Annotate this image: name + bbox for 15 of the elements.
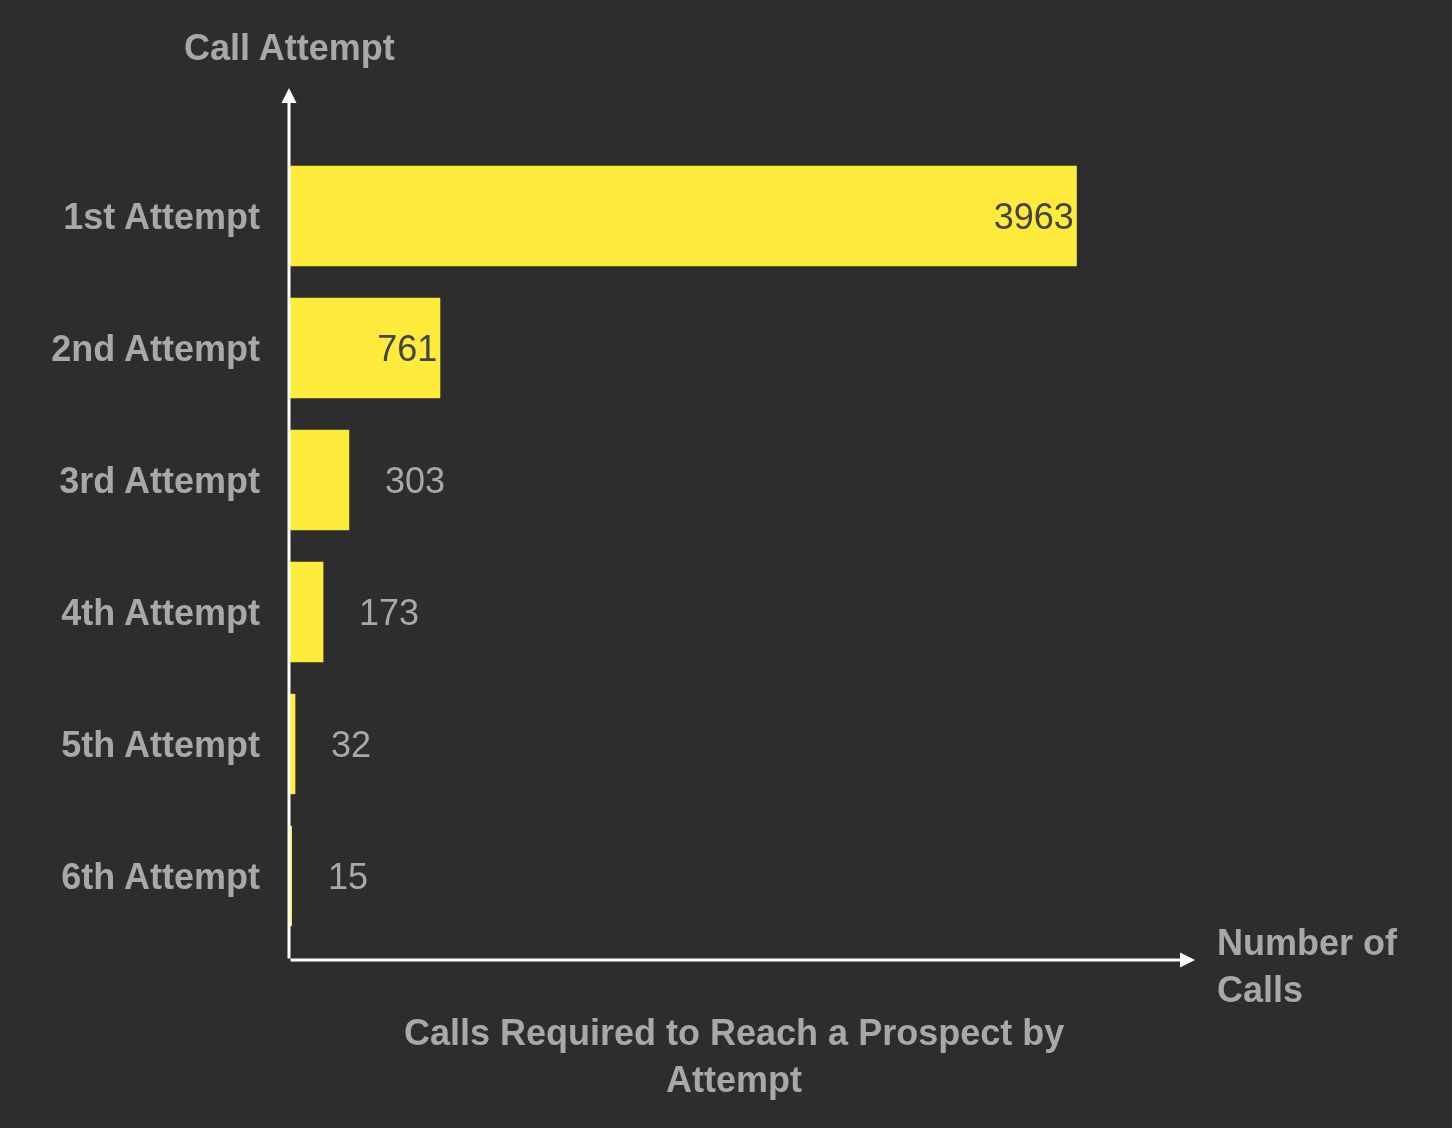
y-tick-label: 3rd Attempt — [59, 459, 261, 501]
x-axis-title: Number of Calls — [1217, 922, 1399, 1010]
y-tick-label: 5th Attempt — [61, 723, 261, 765]
data-label: 32 — [331, 724, 372, 765]
y-tick-label: 6th Attempt — [61, 855, 261, 897]
y-tick-label: 2nd Attempt — [51, 327, 261, 369]
data-label: 761 — [377, 327, 438, 369]
data-label: 303 — [385, 460, 446, 501]
y-axis-title: Call Attempt — [184, 27, 395, 68]
text: Calls Required to Reach a Prospect by Attempt — [404, 1012, 1065, 1100]
data-label: 15 — [328, 856, 369, 897]
data-label: 3963 — [993, 195, 1074, 237]
y-tick-label: 4th Attempt — [61, 591, 261, 633]
data-label: 173 — [359, 592, 420, 633]
y-tick-label: 1st Attempt — [63, 195, 261, 237]
